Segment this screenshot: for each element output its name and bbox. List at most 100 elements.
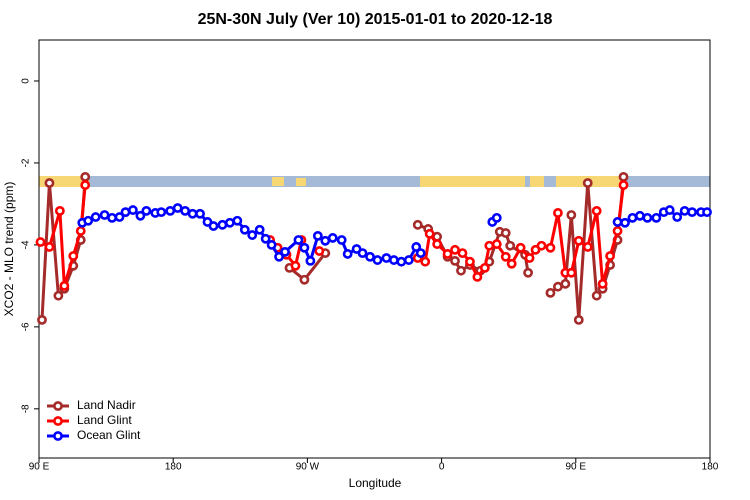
data-point <box>59 280 70 291</box>
data-point <box>491 239 502 249</box>
data-point <box>457 248 468 258</box>
data-point <box>524 253 535 263</box>
legend-label: Ocean Glint <box>77 428 141 442</box>
data-point <box>500 251 511 262</box>
data-point <box>254 224 265 235</box>
data-point <box>80 171 91 182</box>
ocean-strip <box>39 176 710 187</box>
data-point <box>591 205 602 216</box>
data-point <box>396 256 407 267</box>
data-point <box>120 207 131 218</box>
data-point <box>620 217 630 228</box>
data-point <box>679 205 690 216</box>
data-point <box>107 212 117 223</box>
y-tick-label: 0 <box>21 78 32 84</box>
data-point <box>612 226 623 236</box>
data-point <box>35 237 46 247</box>
data-point <box>505 240 516 251</box>
data-point <box>515 242 526 253</box>
data-point <box>536 240 547 251</box>
legend-marker <box>53 416 63 426</box>
data-point <box>37 314 47 325</box>
data-point <box>135 210 146 221</box>
data-point <box>141 205 152 216</box>
data-point <box>597 278 608 289</box>
data-point <box>545 287 556 298</box>
data-point <box>411 242 422 252</box>
data-point <box>54 205 65 216</box>
data-point <box>172 203 183 213</box>
data-point <box>651 212 662 223</box>
x-tick-label: 180 <box>702 462 719 473</box>
data-point <box>372 255 383 265</box>
data-point <box>232 215 243 226</box>
data-point <box>553 208 563 218</box>
x-tick-label: 90 W <box>296 462 320 473</box>
data-point <box>635 210 645 221</box>
data-point <box>591 290 602 301</box>
x-tick-label: 90 E <box>29 462 50 473</box>
data-point <box>357 248 368 258</box>
data-point <box>195 208 205 219</box>
data-point <box>491 212 502 223</box>
data-point <box>672 212 683 222</box>
y-axis-title: XCO2 - MLO trend (ppm) <box>2 182 16 317</box>
data-point <box>180 205 191 216</box>
data-point <box>456 265 466 276</box>
data-point <box>90 212 101 222</box>
data-point <box>114 212 125 222</box>
data-point <box>327 233 338 243</box>
land-strip <box>420 176 525 187</box>
legend-label: Land Nadir <box>77 398 136 412</box>
data-point <box>388 255 399 265</box>
data-point <box>506 258 517 269</box>
y-tick-label: -2 <box>21 158 32 167</box>
land-strip <box>530 176 544 187</box>
data-point <box>44 178 55 188</box>
land-strip <box>272 177 284 186</box>
land-strip <box>39 176 89 187</box>
data-point <box>239 224 250 235</box>
data-point <box>573 235 584 246</box>
data-point <box>187 208 198 219</box>
chart-title: 25N-30N July (Ver 10) 2015-01-01 to 2020… <box>198 11 553 28</box>
data-point <box>545 242 556 253</box>
data-point <box>342 249 353 259</box>
y-tick-label: -8 <box>21 404 32 413</box>
data-point <box>560 278 571 289</box>
data-point <box>582 178 593 188</box>
data-point <box>224 217 235 228</box>
data-point <box>605 251 615 261</box>
legend-marker <box>53 431 63 441</box>
data-point <box>165 205 176 216</box>
data-point <box>664 205 675 215</box>
data-point <box>566 210 577 220</box>
data-point <box>465 256 475 267</box>
y-tick-label: -4 <box>21 240 32 249</box>
data-point <box>299 242 310 253</box>
legend-marker <box>53 401 63 411</box>
data-point <box>208 221 219 231</box>
data-point <box>293 235 304 245</box>
data-point <box>266 240 277 250</box>
data-point <box>450 255 460 266</box>
data-point <box>75 226 86 236</box>
data-point <box>553 281 563 292</box>
data-point <box>156 207 167 218</box>
data-point <box>702 207 712 218</box>
y-tick-label: -6 <box>21 322 32 331</box>
data-point <box>479 262 490 273</box>
data-point <box>247 230 258 240</box>
data-point <box>312 230 323 241</box>
data-point <box>403 255 414 265</box>
land-ocean-strip <box>39 176 710 187</box>
data-point <box>415 248 426 258</box>
data-point <box>290 260 301 271</box>
data-point <box>336 235 347 245</box>
data-point <box>523 267 533 278</box>
data-point <box>44 242 55 252</box>
x-axis-title: Longitude <box>349 476 402 490</box>
data-point <box>442 249 453 259</box>
data-point <box>573 314 584 325</box>
